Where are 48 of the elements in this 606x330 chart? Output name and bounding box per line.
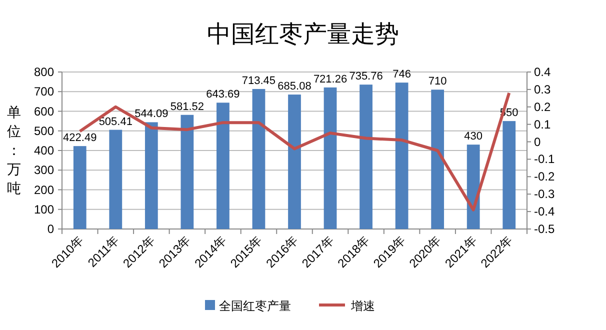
- chart-title: 中国红枣产量走势: [207, 20, 399, 48]
- y2-tick-label: 0: [534, 134, 541, 149]
- data-label: 685.08: [278, 80, 312, 93]
- bar: [288, 94, 301, 229]
- legend-label: 全国红枣产量: [219, 299, 291, 313]
- y-tick-label: 100: [34, 202, 54, 216]
- bar: [360, 84, 372, 229]
- y2-tick-label: -0.2: [534, 170, 556, 184]
- bar: [252, 88, 266, 229]
- y-tick-label: 600: [34, 104, 54, 118]
- y-tick-label: 200: [34, 182, 54, 197]
- y2-tick-label: -0.1: [534, 152, 556, 166]
- y-tick-label: 0: [47, 222, 54, 236]
- y-tick-label: 800: [34, 65, 54, 79]
- data-label: 721.26: [313, 73, 348, 86]
- data-label: 710: [428, 76, 447, 88]
- legend-label: 增速: [350, 299, 375, 313]
- data-label: 581.52: [170, 100, 204, 113]
- y2-tick-label: 0.2: [534, 100, 552, 114]
- bar: [216, 102, 230, 229]
- data-label: 422.49: [63, 132, 97, 144]
- bar: [466, 144, 480, 229]
- bar: [395, 82, 408, 229]
- y2-tick-label: 0.4: [534, 65, 552, 79]
- data-label: 643.69: [206, 88, 240, 101]
- y-tick-label: 400: [34, 144, 54, 158]
- y2-tick-label: -0.5: [534, 222, 556, 236]
- data-label: 735.76: [349, 70, 383, 83]
- y2-tick-label: -0.4: [534, 204, 556, 219]
- bar: [109, 130, 122, 229]
- y2-tick-label: -0.3: [534, 187, 556, 202]
- data-label: 430: [464, 130, 483, 143]
- y-tick-label: 700: [34, 84, 54, 99]
- bar: [502, 121, 516, 229]
- data-label: 544.09: [134, 108, 168, 120]
- y2-tick-label: 0.3: [534, 82, 552, 96]
- bar: [431, 90, 444, 229]
- bar: [324, 87, 337, 229]
- bar: [144, 122, 158, 229]
- bar: [180, 114, 194, 229]
- data-label: 713.45: [242, 74, 276, 87]
- y-tick-label: 300: [34, 163, 54, 178]
- y2-tick-label: 0.1: [534, 117, 552, 132]
- bar: [73, 146, 86, 229]
- data-label: 746: [392, 68, 411, 81]
- data-label: 505.41: [98, 116, 132, 128]
- y-tick-label: 500: [34, 124, 54, 138]
- y-axis-title: 单位：万吨: [7, 104, 21, 196]
